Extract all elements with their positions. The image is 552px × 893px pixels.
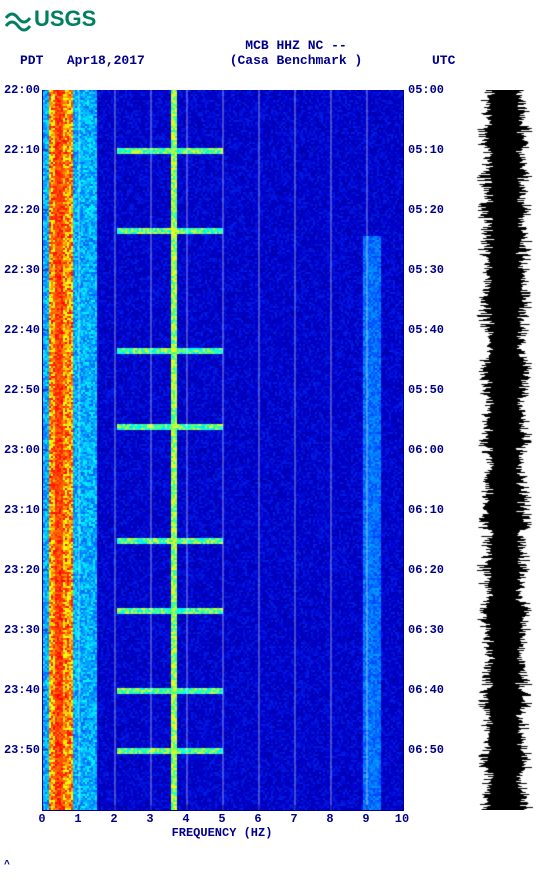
header: MCB HHZ NC -- PDT Apr18,2017 (Casa Bench… bbox=[0, 38, 552, 68]
x-tick: 8 bbox=[326, 812, 333, 826]
y-right-tick: 05:00 bbox=[408, 83, 462, 97]
y-left-tick: 23:10 bbox=[0, 503, 40, 517]
y-left-tick: 23:30 bbox=[0, 623, 40, 637]
x-tick: 10 bbox=[395, 812, 409, 826]
tz-left: PDT bbox=[20, 53, 43, 68]
usgs-text: USGS bbox=[34, 6, 96, 31]
y-left-tick: 22:10 bbox=[0, 143, 40, 157]
tz-right: UTC bbox=[432, 53, 552, 68]
y-axis-right: 05:0005:1005:2005:3005:4005:5006:0006:10… bbox=[404, 90, 458, 810]
y-left-tick: 23:20 bbox=[0, 563, 40, 577]
y-left-tick: 22:20 bbox=[0, 203, 40, 217]
y-right-tick: 05:50 bbox=[408, 383, 462, 397]
x-axis-title: FREQUENCY (HZ) bbox=[42, 826, 402, 840]
y-right-tick: 06:50 bbox=[408, 743, 462, 757]
y-right-tick: 06:20 bbox=[408, 563, 462, 577]
y-left-tick: 22:00 bbox=[0, 83, 40, 97]
x-tick: 1 bbox=[74, 812, 81, 826]
x-tick: 5 bbox=[218, 812, 225, 826]
x-tick: 9 bbox=[362, 812, 369, 826]
footnote: ^ bbox=[4, 860, 10, 871]
y-right-tick: 06:40 bbox=[408, 683, 462, 697]
y-left-tick: 23:50 bbox=[0, 743, 40, 757]
spectrogram bbox=[42, 90, 404, 811]
x-tick: 2 bbox=[110, 812, 117, 826]
y-right-tick: 05:40 bbox=[408, 323, 462, 337]
y-left-tick: 23:00 bbox=[0, 443, 40, 457]
location: (Casa Benchmark ) bbox=[160, 53, 432, 68]
x-tick: 7 bbox=[290, 812, 297, 826]
date: Apr18,2017 bbox=[67, 53, 145, 68]
y-left-tick: 22:30 bbox=[0, 263, 40, 277]
y-right-tick: 06:30 bbox=[408, 623, 462, 637]
y-right-tick: 05:10 bbox=[408, 143, 462, 157]
y-axis-left: 22:0022:1022:2022:3022:4022:5023:0023:10… bbox=[0, 90, 40, 810]
y-right-tick: 05:30 bbox=[408, 263, 462, 277]
y-right-tick: 06:10 bbox=[408, 503, 462, 517]
y-right-tick: 05:20 bbox=[408, 203, 462, 217]
x-tick: 0 bbox=[38, 812, 45, 826]
x-tick: 3 bbox=[146, 812, 153, 826]
x-tick: 4 bbox=[182, 812, 189, 826]
usgs-logo: USGS bbox=[4, 4, 104, 38]
y-right-tick: 06:00 bbox=[408, 443, 462, 457]
y-left-tick: 23:40 bbox=[0, 683, 40, 697]
station-line: MCB HHZ NC -- bbox=[160, 38, 432, 53]
x-tick: 6 bbox=[254, 812, 261, 826]
y-left-tick: 22:50 bbox=[0, 383, 40, 397]
y-left-tick: 22:40 bbox=[0, 323, 40, 337]
seismogram-trace bbox=[475, 90, 535, 810]
